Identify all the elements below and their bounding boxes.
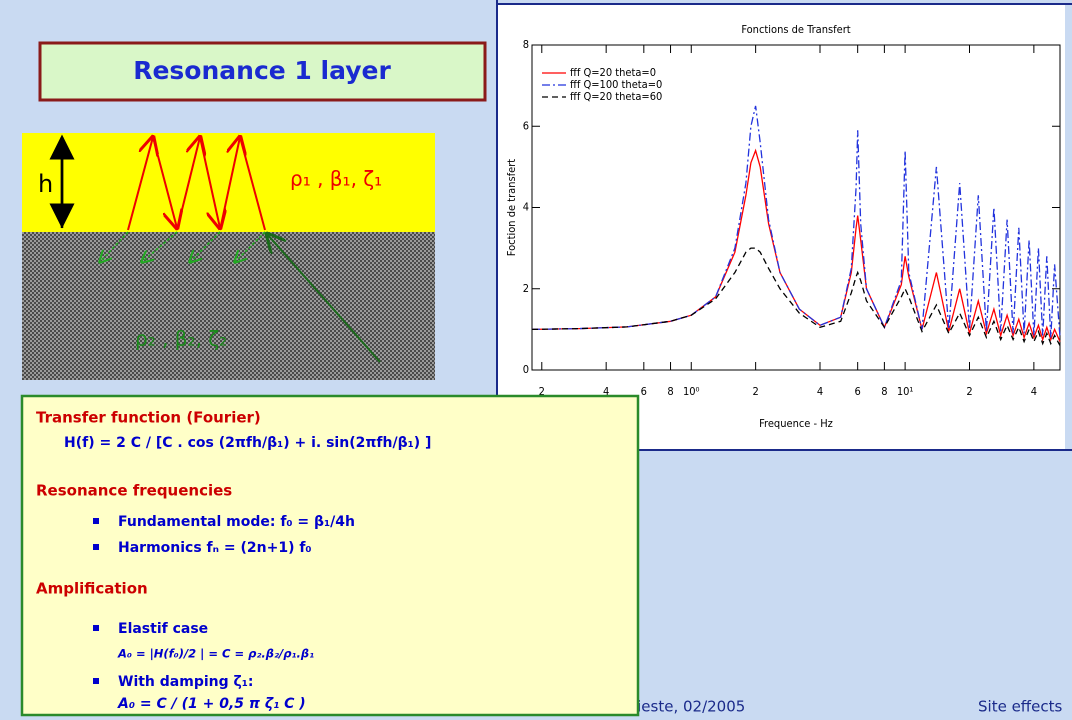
y-tick-label: 6 [523,119,529,132]
y-tick-label: 4 [523,201,529,214]
y-tick-label: 2 [523,282,529,295]
y-axis-label: Foction de transfert [505,159,518,256]
x-tick-label: 8 [667,385,673,398]
x-axis-label: Frequence - Hz [759,417,833,430]
bullet-item: Harmonics fₙ = (2n+1) f₀ [118,540,312,556]
footer-topic: Site effects [978,698,1062,716]
layer1-label: ρ₁ , β₁, ζ₁ [290,167,382,191]
formula: A₀ = |H(f₀)/2 | = C = ρ₂.β₂/ρ₁.β₁ [117,647,314,661]
x-tick-label: 2 [966,385,972,398]
bullet-item: Fundamental mode: f₀ = β₁/4h [118,514,355,530]
slide: Resonance 1 layer h ρ₁ , β₁, ζ₁ ρ₂ , β₂,… [0,0,1072,720]
bullet [93,518,99,524]
chart-title: Fonctions de Transfert [741,23,850,36]
bedrock [22,232,435,380]
bullet [93,544,99,550]
y-tick-label: 8 [523,38,529,51]
bullet-item: Elastif case [118,621,208,637]
x-tick-label: 4 [1031,385,1037,398]
layer2-label: ρ₂ , β₂, ζ₂ [135,327,227,351]
footer-date: Trieste, 02/2005 [623,698,745,716]
legend-label: fff Q=20 theta=60 [570,90,662,103]
h-label: h [38,170,53,198]
bullet [93,625,99,631]
slide-title: Resonance 1 layer [133,56,391,85]
bullet-item: With damping ζ₁: [118,674,254,690]
x-tick-label: 2 [752,385,758,398]
section-heading: Resonance frequencies [36,482,232,500]
x-tick-label: 6 [641,385,647,398]
section-heading: Transfer function (Fourier) [36,409,261,427]
formula: H(f) = 2 C / [C . cos (2πfh/β₁) + i. sin… [64,435,431,451]
x-tick-label: 4 [817,385,823,398]
bullet [93,678,99,684]
x-tick-label: 10¹ [897,385,914,398]
formula: A₀ = C / (1 + 0,5 π ζ₁ C ) [117,696,306,712]
x-tick-label: 6 [855,385,861,398]
section-heading: Amplification [36,580,148,598]
x-tick-label: 8 [881,385,887,398]
y-tick-label: 0 [523,363,529,376]
x-tick-label: 10⁰ [683,385,700,398]
